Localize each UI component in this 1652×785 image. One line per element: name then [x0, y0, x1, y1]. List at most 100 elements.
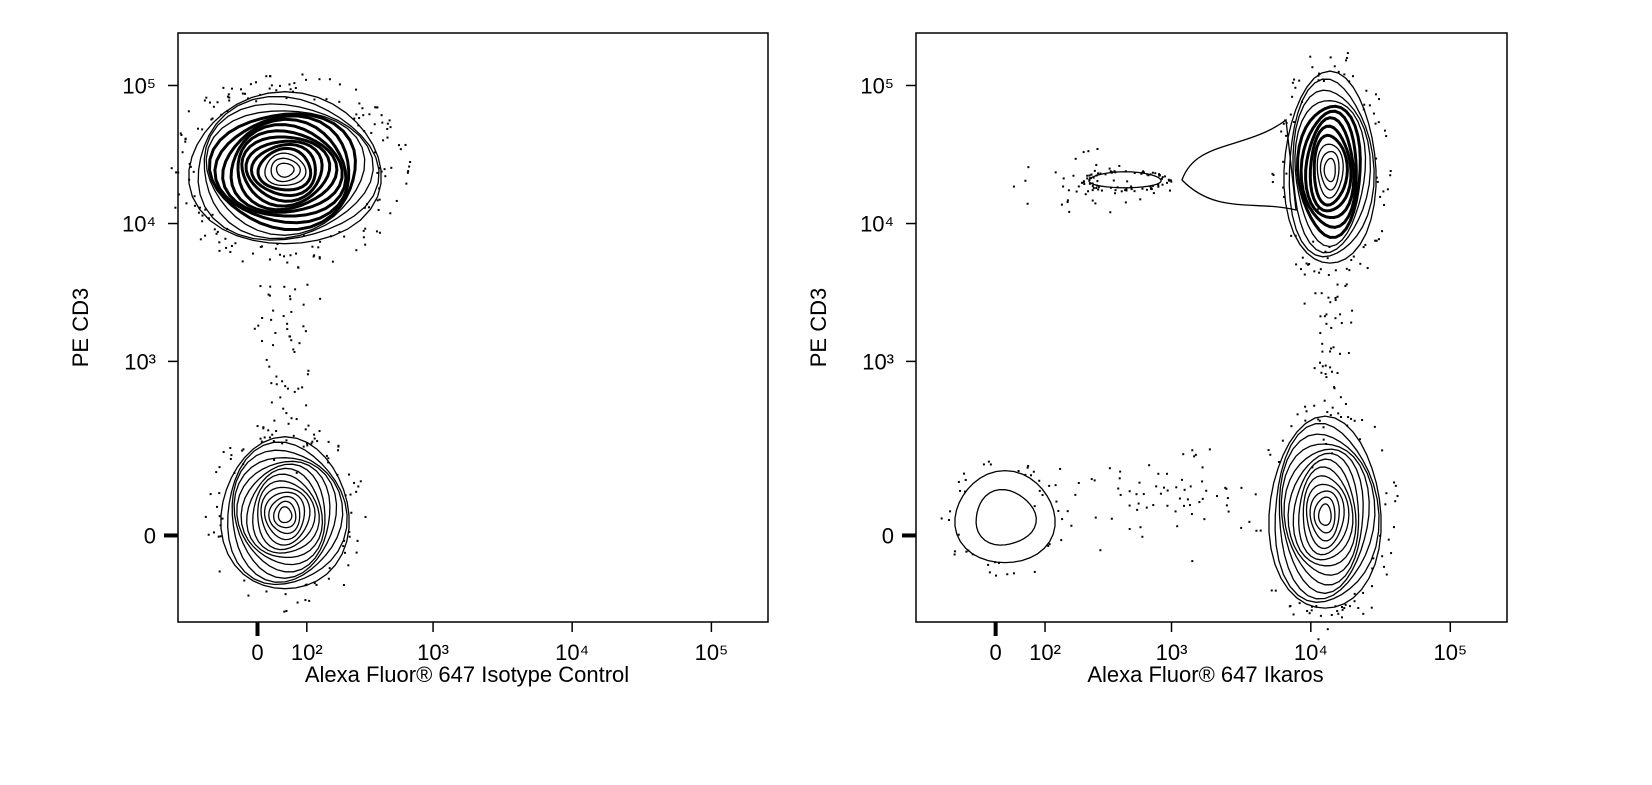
event-dot: [1293, 78, 1296, 81]
event-dot: [1062, 185, 1065, 188]
event-dot: [1375, 239, 1378, 242]
event-dot: [1097, 172, 1100, 175]
event-dot: [1017, 470, 1020, 473]
event-dot: [987, 563, 990, 566]
event-dot: [201, 220, 204, 223]
event-dot: [1353, 600, 1356, 603]
panel: 0 10² 10³ 10⁴ 10⁵ 0 10³ 10⁴ 10⁵ Alexa Fluor® 647 …: [806, 32, 1508, 687]
event-dot: [1032, 470, 1035, 473]
event-dot: [211, 117, 214, 120]
event-dot: [1385, 135, 1388, 138]
event-dot: [1386, 188, 1389, 191]
contour-line: [197, 95, 380, 241]
event-dot: [1158, 174, 1161, 177]
event-dot: [318, 78, 321, 81]
event-dot: [1067, 189, 1070, 192]
event-dot: [292, 348, 295, 351]
event-dot: [949, 510, 952, 513]
event-dot: [376, 106, 379, 109]
event-dot: [255, 81, 258, 84]
event-dot: [304, 428, 307, 431]
event-dot: [241, 449, 244, 452]
event-dot: [1095, 174, 1098, 177]
event-dot: [1310, 609, 1313, 612]
event-dot: [1164, 175, 1167, 178]
event-dot: [268, 258, 271, 261]
x-tick-label: 10⁴: [1294, 640, 1328, 665]
event-dot: [331, 260, 334, 263]
event-dot: [1376, 180, 1379, 183]
event-dot: [1168, 189, 1171, 192]
event-dot: [1282, 122, 1285, 125]
event-dot: [226, 227, 229, 230]
event-dot: [1321, 350, 1324, 353]
contour-line: [256, 146, 313, 192]
plot-frame: [915, 32, 1508, 623]
event-dot: [327, 461, 330, 464]
event-dot: [1084, 193, 1087, 196]
event-dot: [234, 242, 237, 245]
event-dot: [319, 240, 322, 243]
event-dot: [399, 148, 402, 151]
event-dot: [1389, 174, 1392, 177]
contour-line: [220, 436, 350, 590]
event-dot: [1328, 245, 1331, 248]
y-axis-label: PE CD3: [806, 288, 831, 367]
event-dot: [259, 93, 262, 96]
event-dot: [188, 178, 191, 181]
event-dot: [347, 564, 350, 567]
event-dot: [1061, 518, 1064, 521]
event-dot: [1319, 332, 1322, 335]
event-dot: [356, 539, 359, 542]
event-dot: [1088, 179, 1091, 182]
event-dot: [1109, 170, 1112, 173]
event-dot: [239, 88, 242, 91]
event-dot: [1345, 56, 1348, 59]
event-dot: [1290, 425, 1293, 428]
event-dot: [1379, 195, 1382, 198]
event-dot: [201, 214, 204, 217]
event-dot: [1347, 352, 1350, 355]
event-dot: [1311, 466, 1314, 469]
event-dot: [307, 424, 310, 427]
event-dot: [1091, 184, 1094, 187]
event-dot: [1320, 371, 1323, 374]
event-dot: [267, 429, 270, 432]
event-dot: [1012, 185, 1015, 188]
event-dot: [1116, 186, 1119, 189]
event-dot: [216, 230, 219, 233]
event-dot: [363, 206, 366, 209]
event-dot: [1352, 75, 1355, 78]
event-dot: [1282, 160, 1285, 163]
event-dot: [366, 203, 369, 206]
contour-line: [252, 473, 320, 554]
event-dot: [957, 480, 960, 483]
event-dot: [1370, 606, 1373, 609]
event-dot: [307, 369, 310, 372]
event-dot: [1168, 179, 1171, 182]
event-dot: [1060, 203, 1063, 206]
event-dot: [1334, 296, 1337, 299]
event-dot: [1332, 346, 1335, 349]
contour-line: [975, 488, 1037, 546]
event-dot: [1339, 313, 1342, 316]
event-dot: [1088, 174, 1091, 177]
event-dot: [1362, 108, 1365, 111]
event-dot: [275, 375, 278, 378]
event-dot: [1319, 614, 1322, 617]
event-dot: [266, 212, 269, 215]
event-dot: [1087, 150, 1090, 153]
event-dot: [1295, 263, 1298, 266]
event-dot: [1326, 411, 1329, 414]
event-dot: [953, 550, 956, 553]
event-dot: [357, 485, 360, 488]
contour-line: [1304, 116, 1356, 219]
contour-line: [1302, 475, 1350, 556]
event-dot: [192, 170, 195, 173]
event-dot: [189, 165, 192, 168]
event-dot: [1329, 350, 1332, 353]
event-dot: [268, 436, 271, 439]
contour-line: [264, 152, 307, 187]
event-dot: [325, 98, 328, 101]
event-dot: [1169, 179, 1172, 182]
